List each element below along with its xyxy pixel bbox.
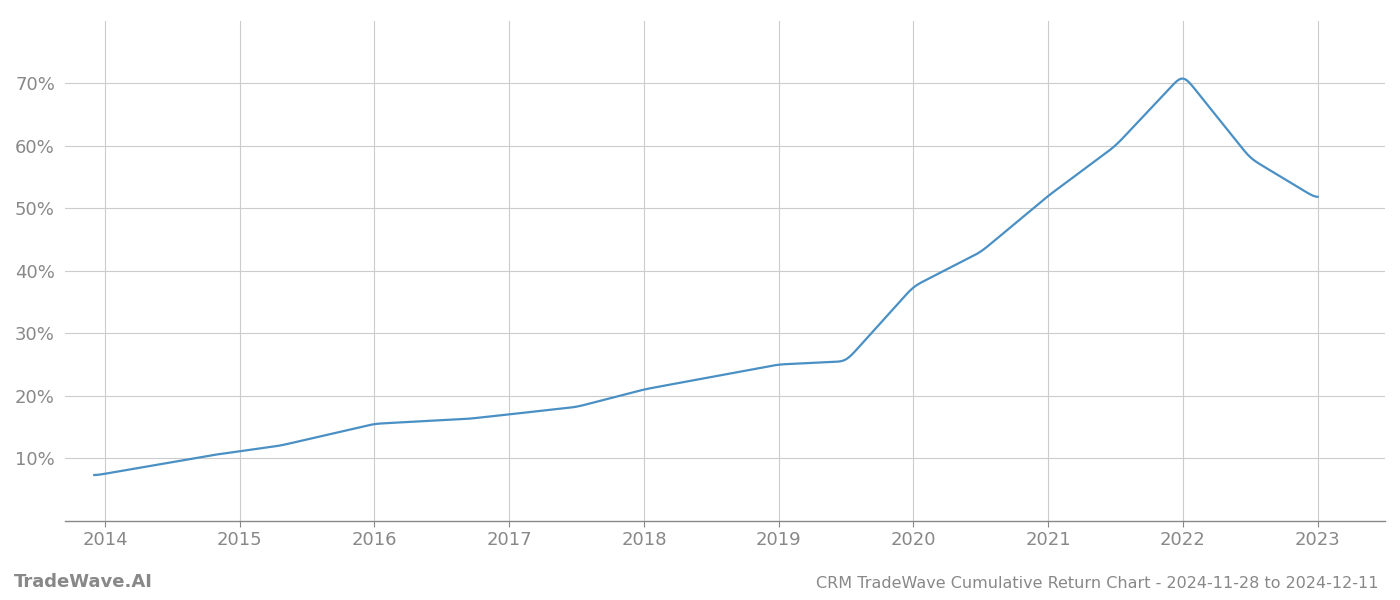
Text: CRM TradeWave Cumulative Return Chart - 2024-11-28 to 2024-12-11: CRM TradeWave Cumulative Return Chart - … [816,576,1379,591]
Text: TradeWave.AI: TradeWave.AI [14,573,153,591]
